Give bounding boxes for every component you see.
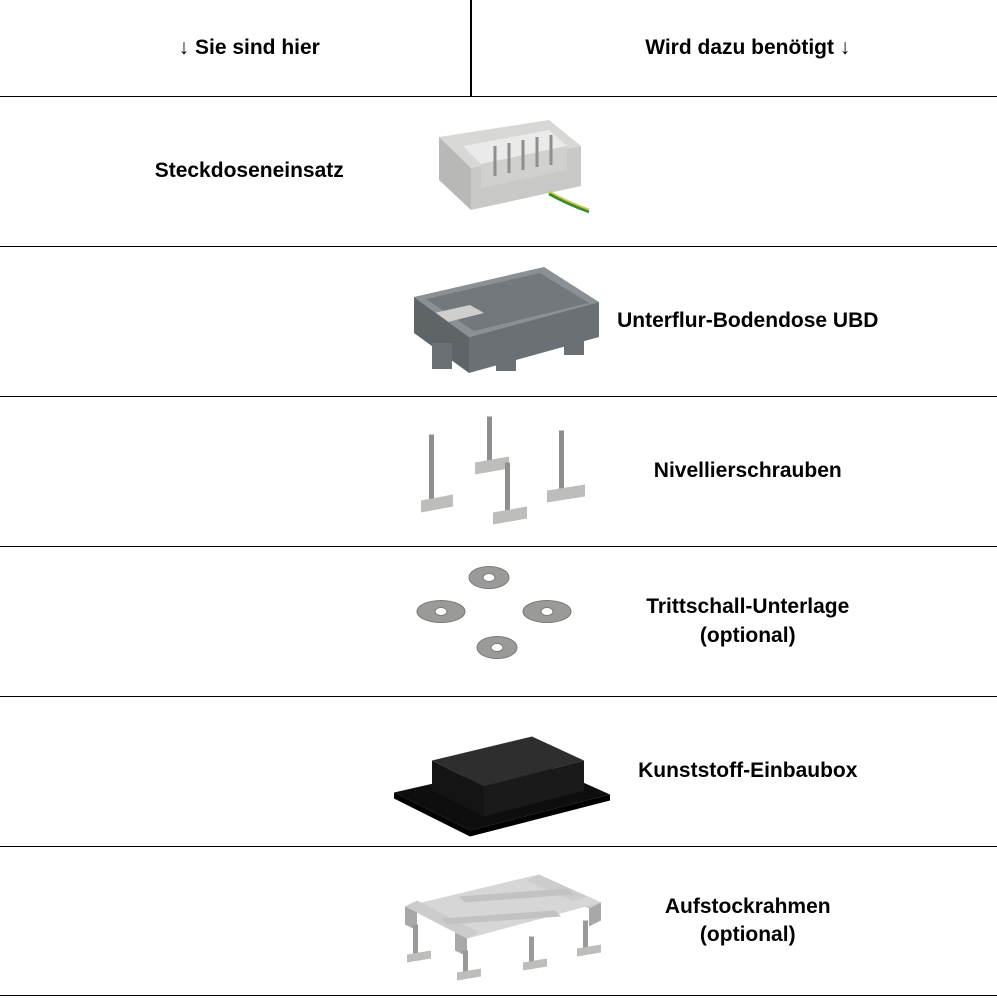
label-einbaubox: Kunststoff-Einbaubox bbox=[638, 757, 857, 785]
header-left-label: ↓ Sie sind hier bbox=[179, 34, 320, 62]
plastic-box-icon bbox=[374, 694, 624, 849]
row-nivellier: Nivellierschrauben bbox=[0, 396, 997, 546]
header-left: ↓ Sie sind hier bbox=[0, 0, 499, 96]
diagram: ↓ Sie sind hier Wird dazu benötigt ↓ Ste… bbox=[0, 0, 997, 996]
header: ↓ Sie sind hier Wird dazu benötigt ↓ bbox=[0, 0, 997, 96]
header-right: Wird dazu benötigt ↓ bbox=[499, 0, 997, 96]
label-steckdoseneinsatz: Steckdoseneinsatz bbox=[155, 157, 344, 185]
impact-pads-icon bbox=[399, 559, 599, 684]
header-divider bbox=[470, 0, 472, 96]
label-ubd: Unterflur-Bodendose UBD bbox=[617, 307, 878, 335]
header-right-label: Wird dazu benötigt ↓ bbox=[645, 34, 850, 62]
row-aufstock: Aufstockrahmen(optional) bbox=[0, 846, 997, 996]
row-ubd: Unterflur-Bodendose UBD bbox=[0, 246, 997, 396]
label-aufstock: Aufstockrahmen(optional) bbox=[665, 893, 831, 950]
label-nivellier: Nivellierschrauben bbox=[654, 457, 842, 485]
floor-box-icon bbox=[374, 247, 624, 397]
row-trittschall: Trittschall-Unterlage(optional) bbox=[0, 546, 997, 696]
extension-frame-icon bbox=[369, 849, 629, 994]
label-trittschall: Trittschall-Unterlage(optional) bbox=[646, 593, 849, 650]
socket-insert-icon bbox=[399, 102, 599, 242]
leveling-screws-icon bbox=[389, 404, 609, 539]
row-steckdoseneinsatz: Steckdoseneinsatz bbox=[0, 96, 997, 246]
row-einbaubox: Kunststoff-Einbaubox bbox=[0, 696, 997, 846]
